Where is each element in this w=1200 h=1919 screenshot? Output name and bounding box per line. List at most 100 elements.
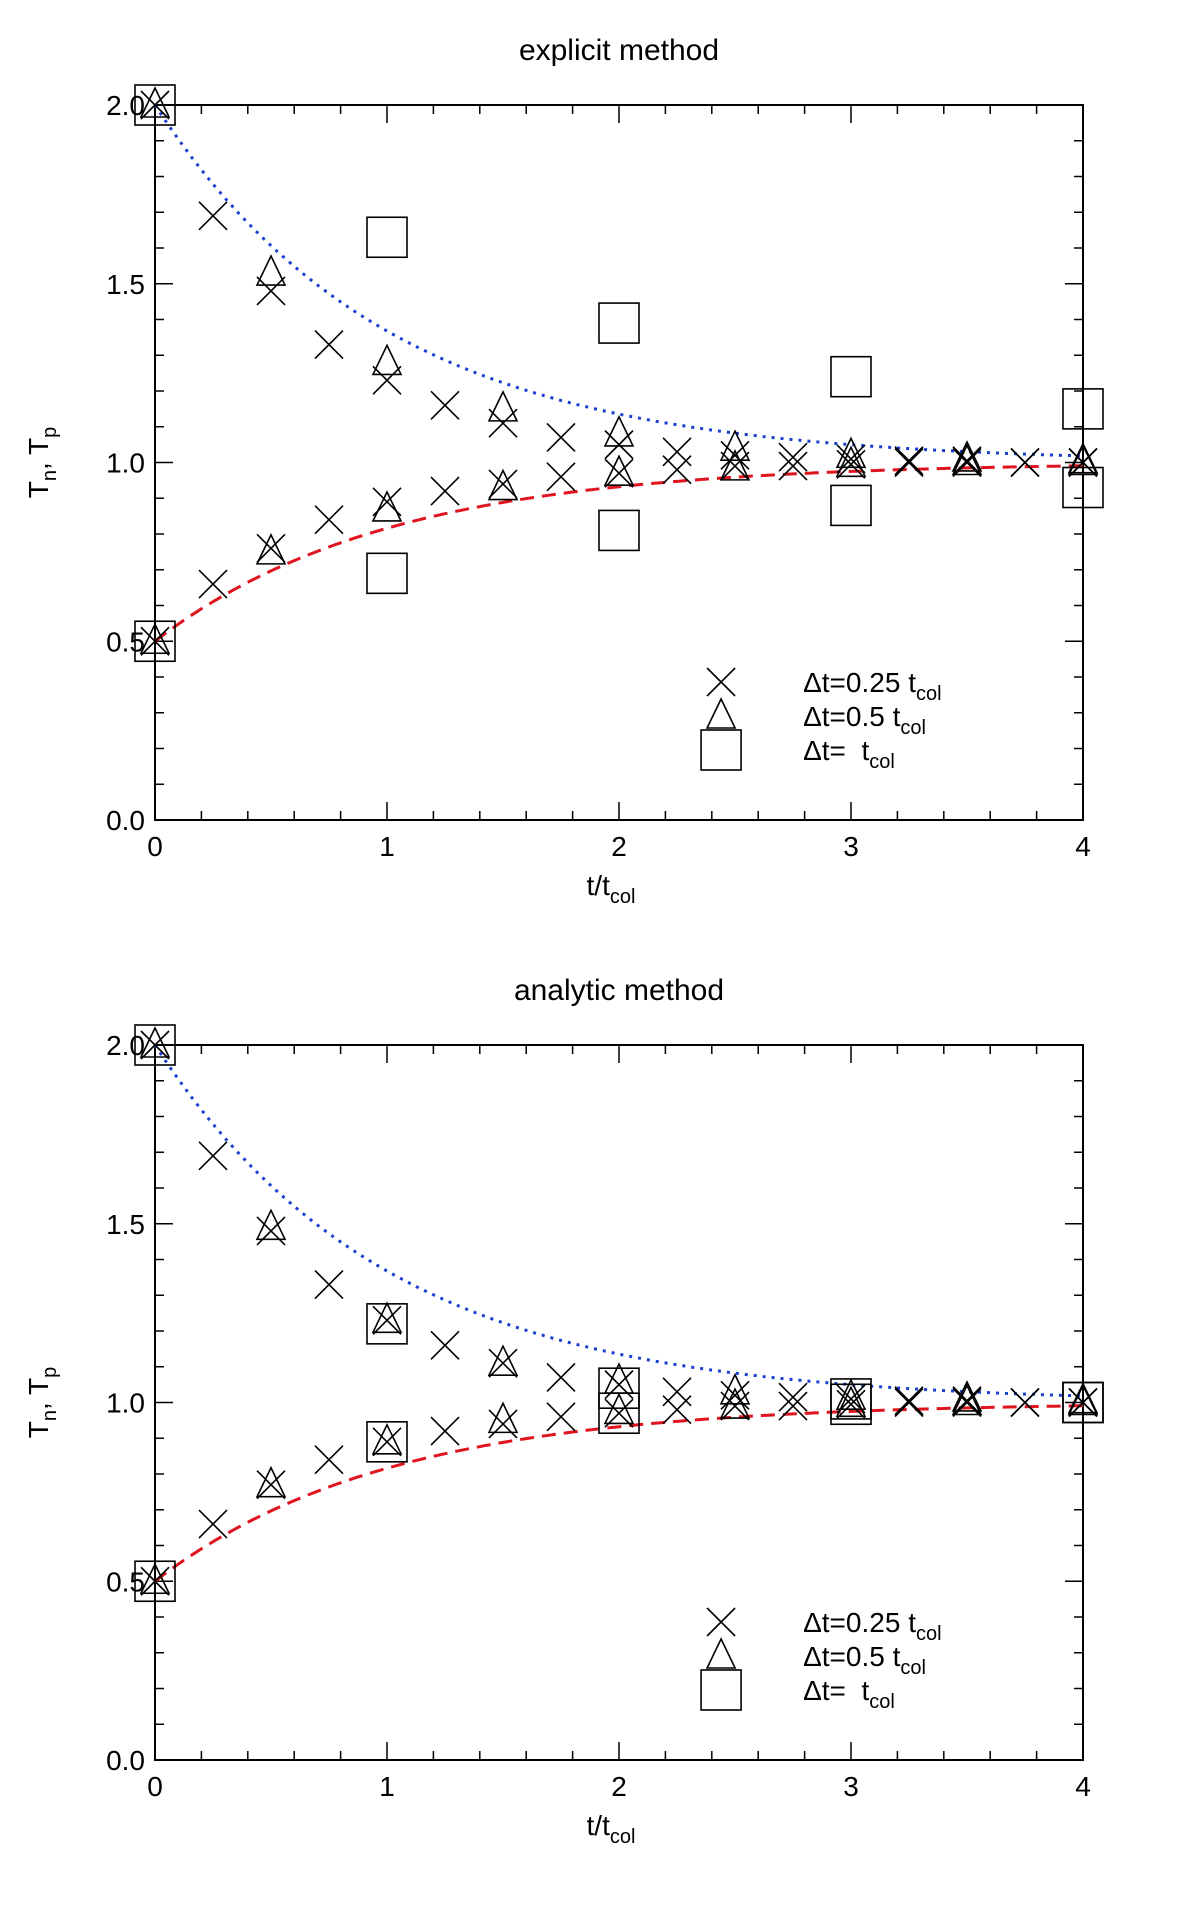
legend-label: Δt=0.25 tcol: [803, 1607, 941, 1645]
y-axis-label: Tn, Tp: [23, 1367, 61, 1439]
legend-label: Δt=0.5 tcol: [803, 701, 926, 739]
marker-square: [366, 552, 408, 595]
y-axis-label-part: n: [39, 1410, 61, 1421]
chart-title: explicit method: [519, 34, 719, 67]
marker-x: [836, 1389, 866, 1419]
marker-triangle: [255, 1465, 287, 1498]
marker-x: [720, 451, 750, 481]
x-axis-label-sub: col: [610, 1826, 636, 1848]
x-axis-label: t/tcol: [587, 1810, 636, 1848]
y-tick-label: 0.5: [106, 626, 145, 657]
marker-x: [488, 1409, 518, 1439]
x-axis-label-main: t/t: [587, 1810, 611, 1841]
legend-label-sub: col: [916, 1623, 942, 1645]
marker-triangle: [719, 429, 751, 461]
marker-square: [366, 1303, 408, 1345]
legend-label-sub: col: [869, 1691, 895, 1713]
legend-label-main: Δt= t: [803, 1675, 869, 1706]
marker-triangle: [1067, 1383, 1099, 1416]
legend-label-main: Δt= t: [803, 735, 869, 766]
marker-triangle: [255, 254, 287, 286]
marker-x: [140, 1030, 170, 1060]
x-axis-label-sub: col: [610, 886, 636, 908]
marker-square: [366, 1421, 408, 1463]
marker-triangle: [487, 1344, 519, 1376]
legend-marker-x: [706, 1607, 736, 1637]
marker-x: [372, 365, 402, 395]
marker-x: [314, 1269, 344, 1300]
marker-square: [134, 84, 176, 126]
y-axis-label-part: n: [39, 470, 61, 481]
marker-triangle: [487, 468, 519, 501]
marker-triangle: [487, 390, 519, 422]
marker-x: [778, 1391, 808, 1421]
legend-label: Δt= tcol: [803, 1675, 895, 1713]
marker-triangle: [1067, 443, 1099, 476]
marker-square: [134, 620, 176, 663]
marker-triangle: [719, 1372, 751, 1405]
y-axis-label-part: ,: [23, 455, 54, 470]
y-tick-label: 2.0: [106, 90, 145, 121]
marker-x: [1010, 447, 1040, 478]
x-tick-label: 4: [1075, 1771, 1091, 1802]
marker-x: [952, 446, 982, 476]
marker-x: [488, 469, 518, 499]
y-axis-label-part: p: [39, 427, 61, 438]
marker-x: [778, 1382, 808, 1412]
marker-triangle: [371, 1301, 403, 1334]
y-axis-label-part: T: [23, 1421, 54, 1438]
marker-triangle: [139, 1562, 171, 1595]
marker-square: [598, 1367, 640, 1409]
marker-x: [140, 1566, 170, 1596]
marker-x: [140, 626, 170, 656]
marker-triangle: [487, 1401, 519, 1434]
y-tick-label: 0.0: [106, 1745, 145, 1776]
marker-square: [598, 509, 640, 552]
marker-x: [198, 201, 228, 231]
legend-label: Δt=0.25 tcol: [803, 667, 941, 705]
marker-x: [546, 422, 576, 453]
marker-square: [134, 1560, 176, 1603]
marker-triangle: [951, 440, 983, 472]
marker-triangle: [719, 1387, 751, 1419]
marker-x: [256, 1470, 286, 1500]
marker-triangle: [951, 1383, 983, 1416]
marker-triangle: [835, 1385, 867, 1418]
marker-x: [430, 390, 460, 420]
marker-x: [256, 1216, 286, 1246]
marker-x: [894, 1387, 924, 1418]
plot-frame: [154, 1044, 1084, 1761]
legend-label-main: Δt=0.5 t: [803, 701, 901, 732]
marker-x: [894, 446, 924, 476]
marker-triangle: [835, 445, 867, 478]
marker-triangle: [139, 622, 171, 655]
legend-label-main: Δt=0.25 t: [803, 1607, 916, 1638]
y-tick-label: 1.0: [106, 1388, 145, 1419]
analytic-curve-tn: [153, 104, 1084, 458]
axis-ticks: [154, 104, 1084, 821]
y-tick-label: 0.5: [106, 1566, 145, 1597]
marker-x: [662, 455, 692, 485]
marker-x: [546, 1402, 576, 1432]
x-tick-label: 1: [379, 1771, 395, 1802]
marker-x: [198, 569, 228, 599]
marker-x: [720, 440, 750, 470]
marker-x: [140, 90, 170, 120]
marker-triangle: [139, 1026, 171, 1058]
marker-x: [952, 1386, 982, 1416]
marker-x: [952, 447, 982, 478]
marker-x: [488, 408, 518, 438]
marker-x: [662, 1395, 692, 1425]
marker-x: [1068, 1387, 1098, 1418]
legend-marker-square: [700, 729, 742, 771]
marker-x: [314, 505, 344, 535]
x-axis-label: t/tcol: [587, 870, 636, 908]
y-tick-label: 1.0: [106, 448, 145, 479]
x-tick-label: 1: [379, 831, 395, 862]
marker-x: [1068, 447, 1098, 478]
marker-x: [604, 458, 634, 488]
y-tick-label: 1.5: [106, 269, 145, 300]
y-tick-label: 0.0: [106, 805, 145, 836]
